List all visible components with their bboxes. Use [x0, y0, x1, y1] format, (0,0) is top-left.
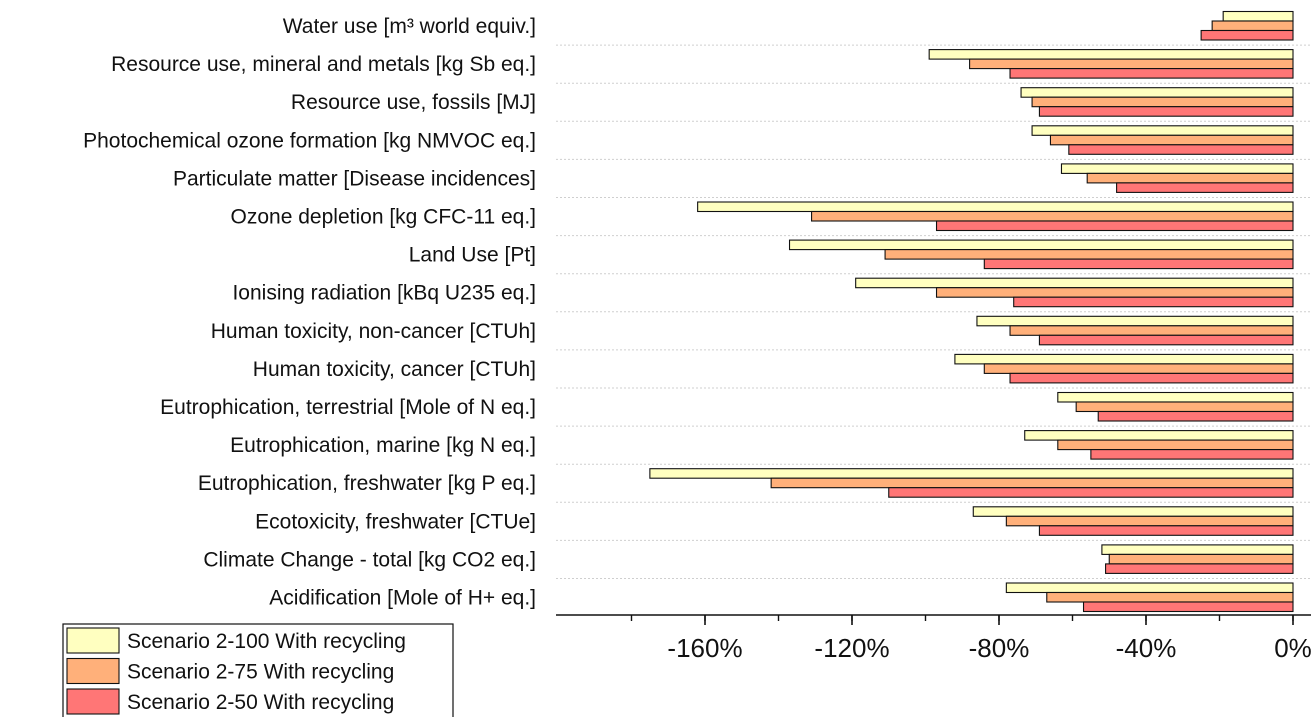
- bar: [1075, 401, 1294, 413]
- bar: [1057, 391, 1294, 403]
- bar: [855, 277, 1294, 289]
- bar: [1046, 591, 1294, 603]
- tick-label: -40%: [1116, 633, 1177, 663]
- bar: [888, 487, 1294, 498]
- bar: [969, 58, 1294, 70]
- legend-label: Scenario 2-75 With recycling: [127, 661, 394, 684]
- tick-label: -80%: [969, 633, 1030, 663]
- bar: [1211, 20, 1294, 32]
- grid-lines: [556, 44, 1311, 579]
- category-label: Human toxicity, cancer [CTUh]: [253, 358, 536, 381]
- legend-swatch: [66, 688, 120, 715]
- category-label: Eutrophication, marine [kg N eq.]: [230, 434, 536, 457]
- bar: [1038, 525, 1294, 536]
- bar: [1005, 515, 1294, 527]
- bar: [972, 506, 1294, 517]
- legend-label: Scenario 2-50 With recycling: [127, 691, 394, 714]
- bar: [649, 468, 1294, 479]
- bar: [1116, 182, 1294, 193]
- legend-swatch: [66, 657, 120, 685]
- bar: [1086, 172, 1294, 184]
- category-labels: Water use [m³ world equiv.] Resource use,…: [83, 15, 536, 610]
- category-label: Ozone depletion [kg CFC-11 eq.]: [231, 206, 536, 229]
- bar: [1005, 582, 1294, 594]
- tick-label: -160%: [667, 633, 742, 663]
- bar: [1108, 553, 1294, 565]
- bar: [788, 239, 1294, 251]
- bar: [1060, 163, 1294, 174]
- category-label: Photochemical ozone formation [kg NMVOC …: [83, 129, 536, 152]
- bar: [811, 210, 1294, 222]
- legend-box: [62, 623, 454, 717]
- bar: [1200, 29, 1294, 41]
- bar: [1101, 544, 1294, 555]
- legend: Scenario 2-100 With recycling Scenario 2-…: [62, 623, 454, 717]
- category-label: Particulate matter [Disease incidences]: [173, 167, 536, 190]
- bar: [976, 315, 1294, 327]
- tick-label: 0%: [1274, 633, 1312, 663]
- bar: [954, 353, 1294, 365]
- category-label: Eutrophication, freshwater [kg P eq.]: [198, 472, 536, 495]
- bar: [1038, 334, 1294, 346]
- bars: [649, 10, 1294, 613]
- bar: [983, 363, 1294, 374]
- bar: [935, 220, 1294, 232]
- bar: [1082, 601, 1294, 613]
- tick-label: -120%: [814, 633, 889, 663]
- category-label: Human toxicity, non-cancer [CTUh]: [211, 320, 536, 343]
- bar: [1009, 325, 1294, 336]
- bar: [1038, 106, 1294, 117]
- bar: [884, 249, 1294, 260]
- bar: [1090, 449, 1294, 460]
- bar: [1009, 68, 1294, 79]
- category-label: Water use [m³ world equiv.]: [283, 15, 536, 38]
- bar: [1031, 125, 1294, 136]
- category-label: Ionising radiation [kBq U235 eq.]: [232, 282, 536, 305]
- bar: [1097, 410, 1294, 422]
- category-label: Land Use [Pt]: [409, 244, 536, 267]
- category-label: Resource use, mineral and metals [kg Sb …: [111, 53, 536, 76]
- bar: [1024, 430, 1294, 441]
- bar: [1009, 372, 1294, 384]
- bar: [1049, 134, 1294, 146]
- bar: [1013, 296, 1294, 308]
- category-label: Ecotoxicity, freshwater [CTUe]: [255, 510, 536, 533]
- category-label: Acidification [Mole of H+ eq.]: [269, 587, 536, 610]
- bar: [1020, 87, 1294, 98]
- bar: [928, 49, 1294, 60]
- bar: [770, 477, 1294, 489]
- bar: [935, 287, 1294, 298]
- category-label: Climate Change - total [kg CO2 eq.]: [203, 548, 536, 571]
- category-label: Resource use, fossils [MJ]: [291, 91, 536, 114]
- bar: [1222, 10, 1294, 22]
- legend-label: Scenario 2-100 With recycling: [127, 630, 406, 653]
- bar: [1068, 144, 1294, 155]
- category-label: Eutrophication, terrestrial [Mole of N e…: [160, 396, 536, 419]
- x-axis: -160% -120% -80% -40% 0%: [556, 614, 1312, 663]
- legend-swatch: [66, 627, 120, 654]
- bar: [1105, 563, 1294, 574]
- bar: [983, 258, 1294, 270]
- bar: [697, 201, 1294, 213]
- bar: [1031, 96, 1294, 108]
- bar: [1057, 439, 1294, 451]
